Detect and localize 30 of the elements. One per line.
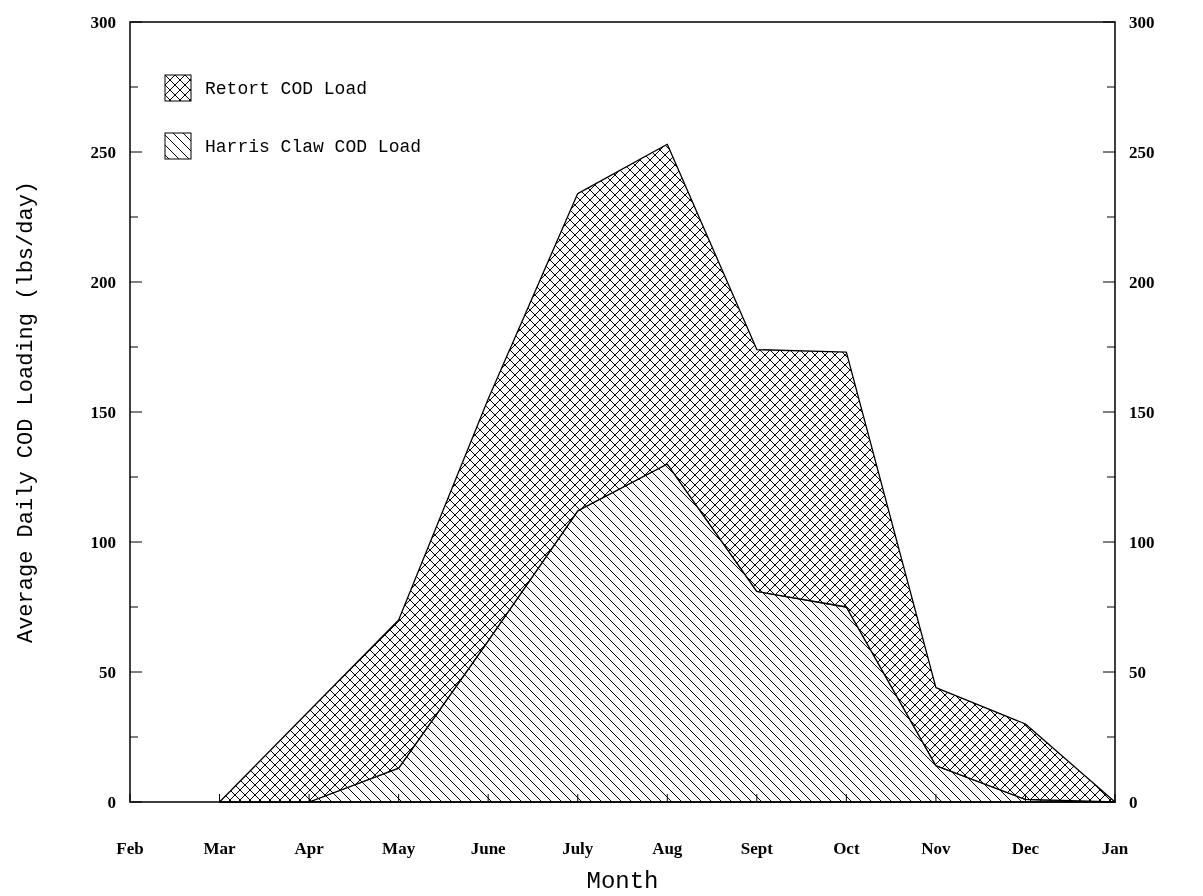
y-tick-label: 250 <box>90 143 116 162</box>
y-tick-label: 0 <box>107 793 116 812</box>
y2-tick-label: 250 <box>1129 143 1155 162</box>
x-tick-label: May <box>382 839 416 858</box>
y-tick-label: 300 <box>90 13 116 32</box>
x-tick-label: Oct <box>833 839 860 858</box>
y-tick-label: 100 <box>90 533 116 552</box>
y-tick-label: 200 <box>90 273 116 292</box>
x-tick-label: July <box>562 839 594 858</box>
y2-tick-label: 150 <box>1129 403 1155 422</box>
legend-label: Retort COD Load <box>205 79 368 99</box>
y2-tick-label: 300 <box>1129 13 1155 32</box>
x-tick-label: Aug <box>652 839 683 858</box>
y2-tick-label: 0 <box>1129 793 1138 812</box>
y2-tick-label: 200 <box>1129 273 1155 292</box>
y-tick-label: 150 <box>90 403 116 422</box>
y2-tick-label: 50 <box>1129 663 1146 682</box>
x-tick-label: Sept <box>740 839 774 858</box>
legend-label: Harris Claw COD Load <box>205 137 422 157</box>
x-tick-label: Apr <box>294 839 325 858</box>
x-tick-label: Feb <box>116 839 144 858</box>
y-tick-label: 50 <box>99 663 116 682</box>
y2-tick-label: 100 <box>1129 533 1155 552</box>
x-tick-label: Dec <box>1011 839 1040 858</box>
x-tick-label: Jan <box>1101 839 1129 858</box>
x-tick-label: Mar <box>203 839 237 858</box>
x-axis-title: Month <box>586 868 659 895</box>
x-tick-label: Nov <box>921 839 952 858</box>
y-axis-title: Average Daily COD Loading (lbs/day) <box>14 180 39 644</box>
x-tick-label: June <box>470 839 507 858</box>
